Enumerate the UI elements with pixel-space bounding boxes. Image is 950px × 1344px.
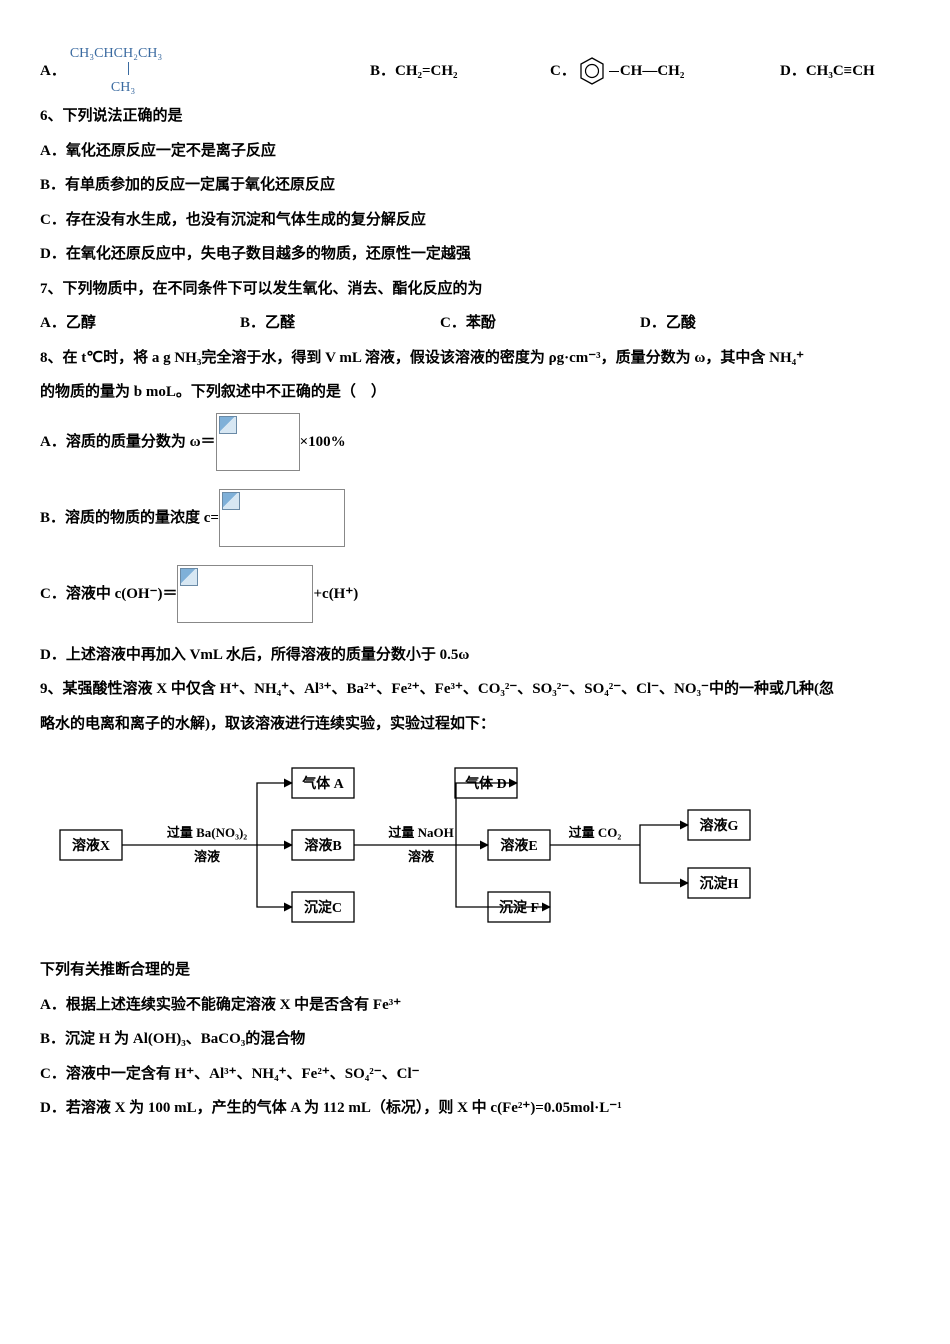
svg-text:沉淀H: 沉淀H bbox=[700, 875, 739, 892]
svg-text:溶液B: 溶液B bbox=[304, 837, 341, 854]
q7-stem: 7、下列物质中，在不同条件下可以发生氧化、消去、酯化反应的为 bbox=[40, 275, 910, 304]
q9-C: C．溶液中一定含有 H⁺、Al³⁺、NH₄⁺、Fe²⁺、SO₄²⁻、Cl⁻ bbox=[40, 1060, 910, 1089]
broken-image-icon bbox=[219, 489, 345, 547]
svg-text:过量 Ba(NO₃)₂: 过量 Ba(NO₃)₂ bbox=[167, 825, 247, 840]
svg-text:溶液G: 溶液G bbox=[700, 817, 739, 834]
q8-C-post: +c(H⁺) bbox=[313, 580, 358, 609]
q8-stem-b: 的物质的量为 b moL。下列叙述中不正确的是（ ） bbox=[40, 378, 910, 407]
q9-flowchart: 溶液X溶液B气体 A沉淀C溶液E气体 D沉淀 F溶液G沉淀H过量 Ba(NO₃)… bbox=[40, 750, 910, 940]
q8-A-pre: A．溶质的质量分数为 ω＝ bbox=[40, 428, 216, 457]
q7-B: B．乙醛 bbox=[240, 309, 440, 338]
q8-C-line: C．溶液中 c(OH⁻)＝ +c(H⁺) bbox=[40, 565, 910, 623]
svg-text:溶液: 溶液 bbox=[408, 849, 434, 864]
q8-D: D．上述溶液中再加入 VmL 水后，所得溶液的质量分数小于 0.5ω bbox=[40, 641, 910, 670]
svg-text:过量 CO₂: 过量 CO₂ bbox=[569, 825, 622, 840]
q6-A: A．氧化还原反应一定不是离子反应 bbox=[40, 137, 910, 166]
q5-C-tail: CH—CH₂ bbox=[620, 57, 685, 86]
q6-C: C．存在没有水生成，也没有沉淀和气体生成的复分解反应 bbox=[40, 206, 910, 235]
q5-options: A． CH₃CHCH₂CH₃ CH₃ B．CH₂=CH₂ C． CH—CH₂ D… bbox=[40, 46, 910, 96]
svg-text:溶液: 溶液 bbox=[194, 849, 220, 864]
svg-text:溶液E: 溶液E bbox=[500, 837, 537, 854]
q5-A-bot: CH₃ bbox=[111, 80, 135, 95]
q8-B-line: B．溶质的物质的量浓度 c= bbox=[40, 489, 910, 547]
q6-D: D．在氧化还原反应中，失电子数目越多的物质，还原性一定越强 bbox=[40, 240, 910, 269]
q6-stem: 6、下列说法正确的是 bbox=[40, 102, 910, 131]
q5-C-prefix: C． bbox=[550, 57, 576, 86]
q9-D: D．若溶液 X 为 100 mL，产生的气体 A 为 112 mL（标况），则 … bbox=[40, 1094, 910, 1123]
q7-D: D．乙酸 bbox=[640, 309, 696, 338]
broken-image-icon bbox=[216, 413, 300, 471]
q5-A-top: CH₃CHCH₂CH₃ bbox=[70, 46, 162, 61]
q7-options: A．乙醇 B．乙醛 C．苯酚 D．乙酸 bbox=[40, 309, 910, 338]
q6-B: B．有单质参加的反应一定属于氧化还原反应 bbox=[40, 171, 910, 200]
q8-stem-a: 8、在 t℃时，将 a g NH₃完全溶于水，得到 V mL 溶液，假设该溶液的… bbox=[40, 344, 910, 373]
svg-text:沉淀C: 沉淀C bbox=[304, 899, 342, 916]
q5-A-prefix: A． bbox=[40, 57, 66, 86]
svg-text:过量 NaOH: 过量 NaOH bbox=[388, 825, 453, 840]
q5-A-structure: CH₃CHCH₂CH₃ CH₃ bbox=[70, 46, 162, 96]
q8-C-pre: C．溶液中 c(OH⁻)＝ bbox=[40, 580, 177, 609]
q8-A-post: ×100% bbox=[300, 428, 346, 457]
q7-A: A．乙醇 bbox=[40, 309, 240, 338]
q9-B: B．沉淀 H 为 Al(OH)₃、BaCO₃的混合物 bbox=[40, 1025, 910, 1054]
broken-image-icon bbox=[177, 565, 313, 623]
q8-A-line: A．溶质的质量分数为 ω＝ ×100% bbox=[40, 413, 910, 471]
q7-C: C．苯酚 bbox=[440, 309, 640, 338]
q8-B-pre: B．溶质的物质的量浓度 c= bbox=[40, 504, 219, 533]
benzene-icon bbox=[576, 55, 608, 87]
q5-B: B．CH₂=CH₂ bbox=[370, 57, 550, 86]
svg-text:溶液X: 溶液X bbox=[72, 837, 110, 854]
q9-stem-b: 略水的电离和离子的水解)，取该溶液进行连续实验，实验过程如下： bbox=[40, 710, 910, 739]
q9-A: A．根据上述连续实验不能确定溶液 X 中是否含有 Fe³⁺ bbox=[40, 991, 910, 1020]
q5-D: D．CH₃C≡CH bbox=[780, 57, 875, 86]
q9-stem-a: 9、某强酸性溶液 X 中仅含 H⁺、NH₄⁺、Al³⁺、Ba²⁺、Fe²⁺、Fe… bbox=[40, 675, 910, 704]
q9-tail: 下列有关推断合理的是 bbox=[40, 956, 910, 985]
svg-text:气体 A: 气体 A bbox=[301, 775, 344, 792]
